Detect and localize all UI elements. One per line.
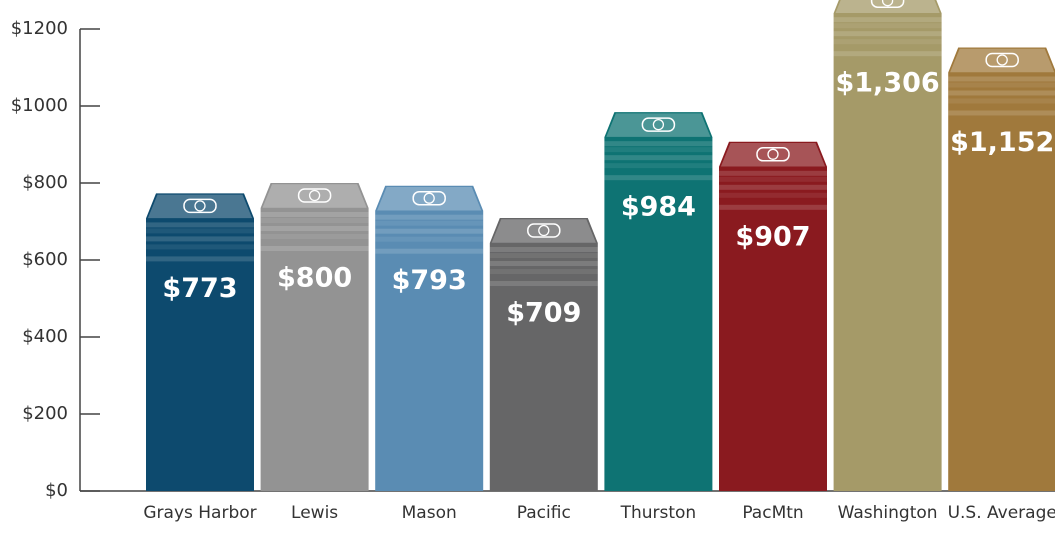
stripe xyxy=(489,269,598,275)
bill-icon xyxy=(870,0,905,8)
stripe xyxy=(375,248,484,254)
bill-icon xyxy=(985,52,1019,68)
value-label: $984 xyxy=(621,192,696,223)
bill-top xyxy=(950,48,1055,73)
stripe xyxy=(833,17,942,23)
bill-icon xyxy=(527,223,561,238)
stripe xyxy=(833,39,942,45)
stripe xyxy=(489,247,598,253)
stripe xyxy=(375,228,484,234)
stripe xyxy=(146,228,254,234)
stripe xyxy=(146,222,254,228)
stripe xyxy=(604,175,713,181)
bar xyxy=(260,183,369,491)
value-label: $800 xyxy=(277,263,352,294)
stripe xyxy=(604,141,713,147)
bill-top xyxy=(147,194,253,219)
y-tick-label: $600 xyxy=(22,249,68,270)
bill-coin xyxy=(308,189,321,202)
bill-coin xyxy=(996,54,1008,66)
bar xyxy=(719,141,827,491)
x-tick-label: Lewis xyxy=(291,503,338,523)
value-label: $773 xyxy=(162,273,237,304)
stripe xyxy=(146,256,254,262)
stripe xyxy=(719,184,827,190)
bar xyxy=(489,218,598,491)
value-label: $1,152 xyxy=(950,127,1054,158)
x-tick-label: Grays Harbor xyxy=(143,503,256,523)
stripe xyxy=(375,214,484,220)
bar xyxy=(833,0,942,491)
stripe xyxy=(146,236,254,242)
stripe xyxy=(260,246,369,251)
bill-coin xyxy=(194,200,206,212)
bill-top xyxy=(262,184,367,208)
x-tick-label: Pacific xyxy=(517,503,571,523)
bill-coin xyxy=(767,148,779,160)
stripe xyxy=(719,204,827,210)
stripe xyxy=(604,147,713,153)
bar xyxy=(604,112,713,491)
x-tick-label: PacMtn xyxy=(742,503,803,523)
bill-icon xyxy=(412,190,446,206)
y-tick-label: $0 xyxy=(45,480,68,501)
bill-top xyxy=(377,186,482,211)
stripe xyxy=(489,281,598,287)
bill-icon xyxy=(297,188,332,203)
stripe xyxy=(260,218,369,223)
bill-icon xyxy=(641,117,676,132)
stripe xyxy=(948,76,1055,82)
stripe xyxy=(833,23,942,29)
y-tick-label: $1000 xyxy=(11,95,68,116)
stripe xyxy=(260,234,369,239)
bill-coin xyxy=(881,0,894,7)
bill-top xyxy=(491,219,596,243)
stripe xyxy=(489,261,598,267)
bill-top xyxy=(606,113,711,137)
bill-coin xyxy=(652,119,665,131)
bill-top xyxy=(720,143,826,167)
stripe xyxy=(375,220,484,226)
value-label: $907 xyxy=(735,221,810,252)
y-tick-label: $400 xyxy=(22,326,68,347)
stripe xyxy=(719,170,827,176)
stripe xyxy=(260,226,369,231)
bill-icon xyxy=(756,147,790,162)
bill-coin xyxy=(538,224,550,237)
bar xyxy=(948,47,1055,491)
stripe xyxy=(260,212,369,217)
stripe xyxy=(833,51,942,57)
stripe xyxy=(375,236,484,242)
x-tick-label: U.S. Average xyxy=(948,503,1055,523)
value-label: $1,306 xyxy=(835,68,939,99)
stripe xyxy=(146,244,254,250)
stripe xyxy=(604,163,713,169)
stripe xyxy=(719,192,827,198)
bar xyxy=(146,193,254,491)
stripe xyxy=(489,253,598,259)
value-label: $709 xyxy=(506,298,581,329)
y-tick-label: $1200 xyxy=(11,18,68,39)
stripe xyxy=(948,90,1055,96)
stripe xyxy=(604,155,713,161)
stripe xyxy=(948,110,1055,116)
x-tick-label: Mason xyxy=(402,503,457,523)
stripe xyxy=(948,82,1055,88)
stripe xyxy=(719,176,827,182)
y-tick-label: $200 xyxy=(22,403,68,424)
value-label: $793 xyxy=(392,265,467,296)
y-tick-label: $800 xyxy=(22,172,68,193)
x-tick-label: Thurston xyxy=(620,503,697,523)
bill-coin xyxy=(423,192,435,204)
x-tick-label: Washington xyxy=(838,503,938,523)
bill-icon xyxy=(183,198,217,214)
bar xyxy=(375,185,484,491)
stripe xyxy=(948,98,1055,104)
stripe xyxy=(833,31,942,37)
